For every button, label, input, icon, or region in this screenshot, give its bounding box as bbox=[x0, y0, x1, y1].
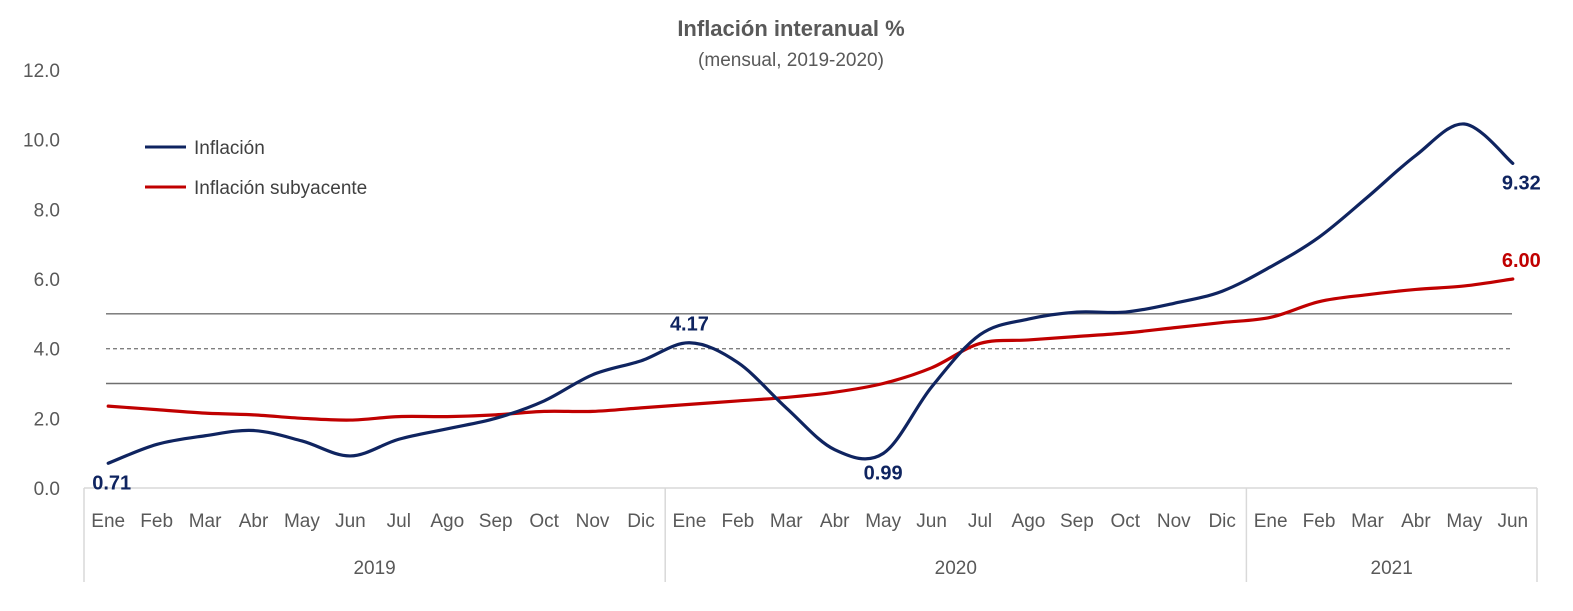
x-tick-label: May bbox=[284, 511, 320, 532]
y-tick-label: 4.0 bbox=[34, 340, 60, 361]
legend: Inflación Inflación subyacente bbox=[145, 138, 367, 199]
x-tick-label: Sep bbox=[1060, 511, 1094, 532]
reference-lines bbox=[106, 313, 1512, 385]
x-tick-label: Ene bbox=[673, 511, 707, 532]
x-tick-label: Jun bbox=[1497, 511, 1528, 532]
y-tick-label: 6.0 bbox=[34, 270, 60, 291]
x-tick-label: Jun bbox=[335, 511, 366, 532]
x-tick-label: Ene bbox=[1254, 511, 1288, 532]
x-tick-label: Abr bbox=[820, 511, 850, 532]
data-labels: 0.71 4.17 0.99 9.32 6.00 bbox=[92, 172, 1541, 494]
chart-subtitle: (mensual, 2019-2020) bbox=[698, 50, 884, 71]
legend-label-subyacente: Inflación subyacente bbox=[194, 178, 367, 199]
x-tick-label: Feb bbox=[721, 511, 754, 532]
y-tick-label: 10.0 bbox=[23, 131, 60, 152]
x-tick-label: Ago bbox=[1012, 511, 1046, 532]
data-label: 9.32 bbox=[1502, 172, 1541, 194]
series-line-inflacion bbox=[106, 122, 1515, 465]
x-tick-label: Jun bbox=[916, 511, 947, 532]
x-tick-label: Nov bbox=[1157, 511, 1191, 532]
x-tick-label: Oct bbox=[529, 511, 559, 532]
year-label: 2020 bbox=[935, 558, 977, 579]
x-tick-label: Mar bbox=[189, 511, 222, 532]
data-label: 0.71 bbox=[92, 472, 131, 494]
series-line-subyacente bbox=[106, 277, 1515, 422]
series-lines bbox=[106, 122, 1515, 465]
x-tick-label: Feb bbox=[1303, 511, 1336, 532]
x-tick-label: Ene bbox=[91, 511, 125, 532]
x-tick-label: Ago bbox=[430, 511, 464, 532]
x-tick-label: Feb bbox=[140, 511, 173, 532]
x-tick-label: Nov bbox=[576, 511, 610, 532]
data-label: 0.99 bbox=[864, 463, 903, 485]
year-label: 2019 bbox=[353, 558, 395, 579]
x-tick-label: Oct bbox=[1111, 511, 1141, 532]
x-tick-label: Mar bbox=[1351, 511, 1384, 532]
x-tick-label: Jul bbox=[968, 511, 992, 532]
y-tick-label: 2.0 bbox=[34, 409, 60, 430]
y-tick-label: 0.0 bbox=[34, 479, 60, 500]
x-tick-label: May bbox=[1446, 511, 1482, 532]
x-tick-label: Sep bbox=[479, 511, 513, 532]
data-label: 4.17 bbox=[670, 314, 709, 336]
y-tick-label: 8.0 bbox=[34, 200, 60, 221]
x-tick-label: Jul bbox=[387, 511, 411, 532]
data-label: 6.00 bbox=[1502, 250, 1541, 272]
x-tick-label: May bbox=[865, 511, 901, 532]
chart-title: Inflación interanual % bbox=[677, 16, 904, 41]
y-tick-label: 12.0 bbox=[23, 61, 60, 82]
y-axis: 0.0 2.0 4.0 6.0 8.0 10.0 12.0 bbox=[23, 61, 60, 500]
x-tick-label: Dic bbox=[627, 511, 654, 532]
legend-label-inflacion: Inflación bbox=[194, 138, 265, 159]
x-tick-label: Mar bbox=[770, 511, 803, 532]
x-axis: Ene Feb Mar Abr May Jun Jul Ago Sep Oct Nov Dic Ene F… bbox=[83, 487, 1538, 582]
x-tick-label: Abr bbox=[239, 511, 269, 532]
x-tick-label: Dic bbox=[1208, 511, 1235, 532]
x-tick-label: Abr bbox=[1401, 511, 1431, 532]
year-label: 2021 bbox=[1371, 558, 1413, 579]
